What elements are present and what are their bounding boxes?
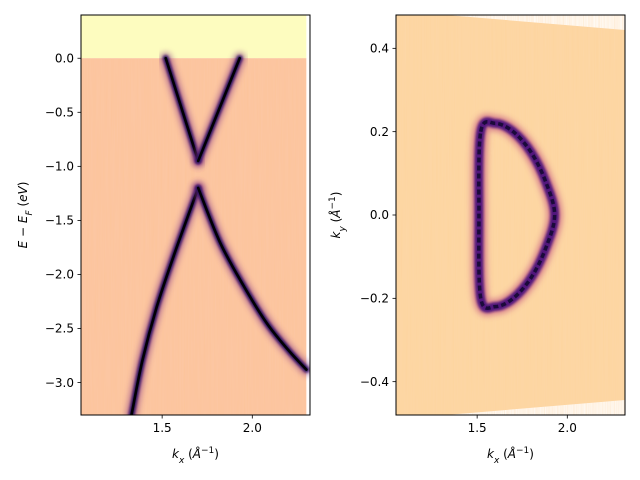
y-tick-label: −1.5	[45, 214, 74, 228]
band-core-lower-cone-left	[130, 186, 200, 415]
above-fermi-region	[81, 15, 307, 59]
y-tick-label: −3.0	[45, 376, 74, 390]
y-tick-label: 0.0	[55, 51, 74, 65]
band-core-upper-cone-right	[196, 56, 241, 163]
y-tick-label: −2.0	[45, 268, 74, 282]
x-tick-label: 2.0	[558, 421, 577, 435]
fermi-surface-y-axis-label: ky (Å−1)	[328, 192, 348, 239]
fermi-surface-plot-area	[396, 15, 625, 415]
fermi-surface-contour	[470, 113, 563, 317]
band-core-lower-cone-right	[196, 186, 308, 371]
fermi-surface-panel: 1.5 2.0 0.4 0.2 0.0 −0.2 −0.4 kx (Å−1) ky (Å−…	[328, 14, 626, 466]
y-tick-label: 0.4	[370, 42, 389, 56]
band-map-panel: 1.5 2.0 0.0 −0.5 −1.0 −1.5 −2.0 −2.5 −3.0 kx (Å…	[16, 14, 311, 466]
y-tick-label: −0.2	[360, 292, 389, 306]
fermi-surface-x-ticks: 1.5 2.0	[468, 415, 577, 435]
y-tick-label: −1.0	[45, 160, 74, 174]
x-tick-label: 1.5	[153, 421, 172, 435]
band-map-noise-texture	[81, 58, 307, 415]
no-data-strip	[306, 15, 310, 415]
y-tick-label: −0.5	[45, 105, 74, 119]
contour-core	[477, 120, 557, 310]
y-tick-label: −0.4	[360, 375, 389, 389]
band-core-upper-cone-left	[164, 56, 200, 163]
fermi-surface-noise-texture	[396, 15, 625, 415]
band-map-y-axis-label: E − EF (eV)	[16, 182, 35, 249]
band-map-y-ticks: 0.0 −0.5 −1.0 −1.5 −2.0 −2.5 −3.0	[45, 51, 81, 390]
y-tick-label: −2.5	[45, 322, 74, 336]
x-tick-label: 2.0	[243, 421, 262, 435]
band-map-x-ticks: 1.5 2.0	[153, 415, 262, 435]
fermi-surface-y-ticks: 0.4 0.2 0.0 −0.2 −0.4	[360, 42, 396, 389]
x-tick-label: 1.5	[468, 421, 487, 435]
fermi-surface-x-axis-label: kx (Å−1)	[487, 446, 534, 466]
band-map-axes-frame	[80, 14, 311, 416]
band-dispersion-lines	[125, 15, 310, 415]
band-map-x-axis-label: kx (Å−1)	[172, 446, 219, 466]
y-tick-label: 0.0	[370, 208, 389, 222]
y-tick-label: 0.2	[370, 125, 389, 139]
band-map-plot-area	[81, 15, 310, 415]
